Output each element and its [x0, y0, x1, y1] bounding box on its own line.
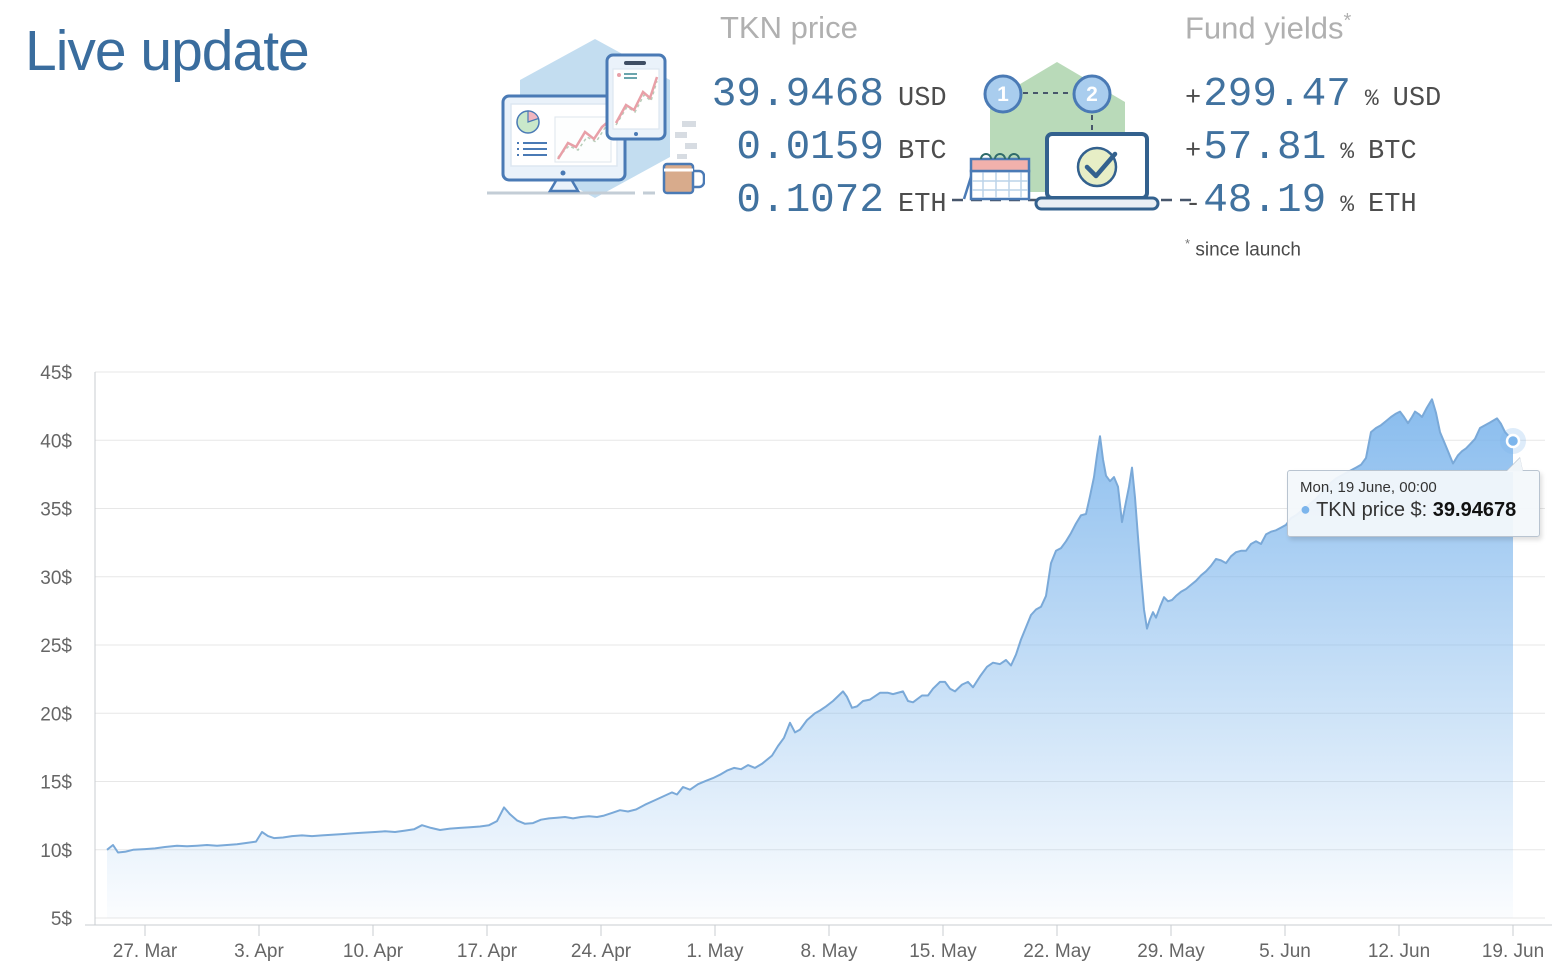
tkn-price-usd-value: 39.9468	[711, 72, 884, 118]
fund-yield-btc-pct: %	[1340, 139, 1355, 165]
fund-yields-heading: Fund yields*	[1185, 10, 1352, 46]
axes	[85, 372, 1552, 936]
svg-text:10$: 10$	[40, 841, 72, 862]
coffee-mug-icon	[662, 162, 705, 195]
svg-text:3. Apr: 3. Apr	[234, 941, 284, 962]
svg-text:17. Apr: 17. Apr	[457, 941, 518, 962]
fund-yield-row-btc: + 57.81 % BTC	[1185, 125, 1417, 171]
svg-text:40$: 40$	[40, 431, 72, 452]
pie-chart-icon	[516, 110, 540, 134]
two-step-calendar-laptop-illustration: 1 2	[952, 62, 1193, 211]
tkn-price-eth-value: 0.1072	[736, 178, 884, 224]
svg-text:12. Jun: 12. Jun	[1368, 941, 1430, 962]
tkn-price-chart[interactable]: 5$ 10$ 15$ 20$ 25$ 30$ 35$ 40$ 45$ 27. Mar 3. Apr 1…	[0, 340, 1552, 970]
fund-yield-btc-value: 57.81	[1203, 125, 1327, 171]
svg-text:15. May: 15. May	[909, 941, 977, 962]
tkn-price-eth-unit: ETH	[898, 190, 947, 220]
laptop-checkmark-icon	[1034, 132, 1160, 211]
fund-yields-asterisk: *	[1343, 10, 1352, 32]
list-lines-icon	[517, 142, 547, 156]
tkn-price-row-usd: 39.9468 USD	[706, 72, 947, 118]
axis-labels: 5$ 10$ 15$ 20$ 25$ 30$ 35$ 40$ 45$ 27. Mar 3. Apr 1…	[40, 363, 1544, 962]
svg-text:24. Apr: 24. Apr	[571, 941, 632, 962]
area-chart-svg[interactable]: 5$ 10$ 15$ 20$ 25$ 30$ 35$ 40$ 45$ 27. Mar 3. Apr 1…	[0, 340, 1552, 970]
step-2-number: 2	[1086, 83, 1098, 106]
page-title: Live update	[25, 19, 310, 83]
tkn-price-row-btc: 0.0159 BTC	[706, 125, 947, 171]
step-2-badge: 2	[1072, 74, 1112, 114]
tkn-price-usd-unit: USD	[898, 84, 947, 114]
steam-icon	[675, 121, 697, 159]
svg-text:25$: 25$	[40, 636, 72, 657]
tkn-price-row-eth: 0.1072 ETH	[706, 178, 947, 224]
fund-yield-row-usd: + 299.47 % USD	[1185, 72, 1441, 118]
svg-text:8. May: 8. May	[800, 941, 858, 962]
fund-yield-eth-sign: -	[1185, 190, 1202, 220]
svg-text:5. Jun: 5. Jun	[1259, 941, 1311, 962]
svg-text:45$: 45$	[40, 363, 72, 384]
svg-text:29. May: 29. May	[1137, 941, 1205, 962]
hover-point-marker[interactable]	[1500, 427, 1526, 454]
tooltip-value: 39.94678	[1432, 499, 1517, 521]
monitor-icon	[501, 94, 627, 193]
svg-text:27. Mar: 27. Mar	[113, 941, 178, 962]
tkn-price-heading: TKN price	[720, 10, 858, 45]
svg-text:5$: 5$	[51, 909, 73, 930]
svg-text:15$: 15$	[40, 773, 72, 794]
svg-text:10. Apr: 10. Apr	[343, 941, 404, 962]
chart-tooltip: Mon, 19 June, 00:00 ● TKN price $: 39.94…	[1287, 458, 1540, 537]
svg-text:1. May: 1. May	[686, 941, 744, 962]
step-1-badge: 1	[983, 74, 1023, 114]
mini-line-chart-icon	[554, 116, 612, 163]
fund-yield-eth-value: 48.19	[1203, 178, 1327, 224]
fund-yield-usd-sign: +	[1185, 84, 1202, 114]
since-launch-footnote: * since launch	[1185, 236, 1301, 261]
tooltip-series-label: TKN price $:	[1316, 499, 1428, 521]
svg-text:35$: 35$	[40, 500, 72, 521]
svg-text:19. Jun: 19. Jun	[1482, 941, 1544, 962]
svg-text:20$: 20$	[40, 704, 72, 725]
monitor-tablet-charts-illustration	[487, 39, 705, 198]
fund-yield-row-eth: - 48.19 % ETH	[1185, 178, 1417, 224]
series-bullet-icon: ●	[1300, 499, 1311, 519]
tkn-price-btc-value: 0.0159	[736, 125, 884, 171]
fund-yield-usd-pct: %	[1364, 86, 1379, 112]
fund-yield-btc-unit: BTC	[1368, 137, 1417, 167]
svg-text:30$: 30$	[40, 568, 72, 589]
calendar-icon	[962, 153, 1031, 201]
fund-yield-usd-unit: USD	[1392, 84, 1442, 114]
fund-yield-usd-value: 299.47	[1203, 72, 1351, 118]
step-1-number: 1	[997, 83, 1009, 106]
tkn-price-btc-unit: BTC	[898, 137, 947, 167]
fund-yield-btc-sign: +	[1185, 137, 1202, 167]
tablet-icon	[605, 53, 667, 141]
tooltip-arrow	[1506, 458, 1523, 472]
tooltip-series-line: ● TKN price $: 39.94678	[1300, 499, 1527, 522]
svg-text:22. May: 22. May	[1023, 941, 1091, 962]
fund-yield-eth-unit: ETH	[1368, 190, 1417, 220]
fund-yield-eth-pct: %	[1340, 192, 1355, 218]
tooltip-date: Mon, 19 June, 00:00	[1300, 479, 1437, 496]
